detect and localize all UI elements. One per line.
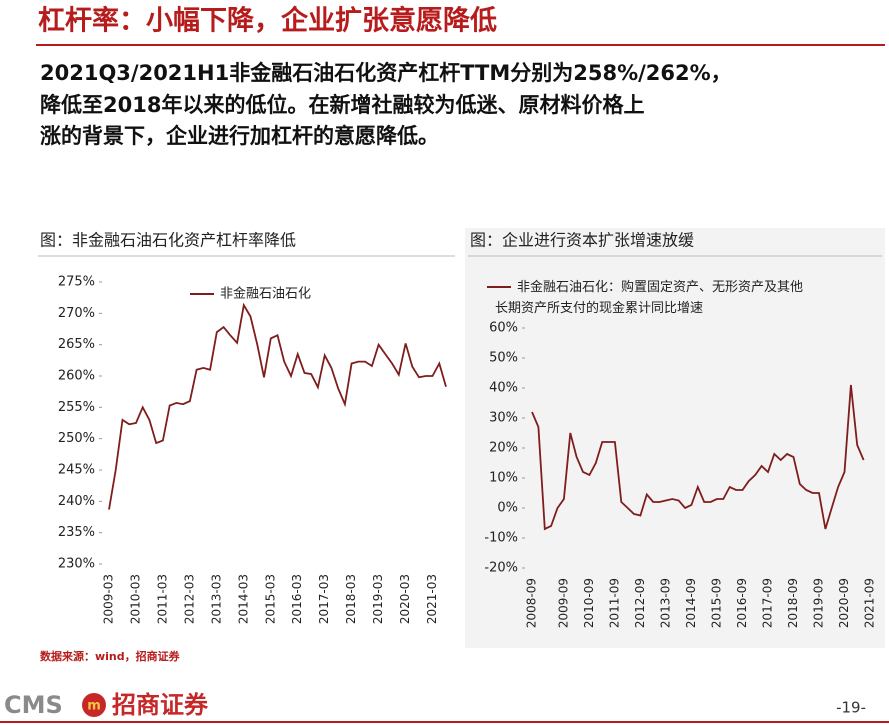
x-tick-label: 2018-03 bbox=[344, 574, 358, 624]
y-tick-label: 235% bbox=[58, 525, 95, 540]
x-tick-label: 2013-09 bbox=[658, 578, 672, 628]
x-tick-label: 2009-03 bbox=[102, 574, 116, 624]
x-tick-label: 2017-09 bbox=[760, 578, 774, 628]
x-tick-label: 2014-09 bbox=[684, 578, 698, 628]
y-tick-label: 245% bbox=[58, 463, 95, 478]
x-tick-label: 2015-09 bbox=[709, 578, 723, 628]
x-tick-label: 2020-03 bbox=[398, 574, 412, 624]
x-tick-label: 2013-03 bbox=[209, 574, 223, 624]
panel-background bbox=[465, 228, 885, 648]
x-tick-label: 2021-09 bbox=[863, 578, 877, 628]
y-tick-label: 270% bbox=[58, 306, 95, 321]
slide-title: 杠杆率：小幅下降，企业扩张意愿降低 bbox=[38, 5, 497, 37]
x-tick-label: 2011-03 bbox=[155, 574, 169, 624]
y-tick-label: 240% bbox=[58, 494, 95, 509]
series-line bbox=[531, 384, 865, 531]
y-tick-label: 265% bbox=[58, 337, 95, 352]
body-line: 降低至2018年以来的低位。在新增社融较为低迷、原材料价格上 bbox=[40, 93, 644, 117]
x-tick-label: 2012-03 bbox=[182, 574, 196, 624]
x-tick-label: 2017-03 bbox=[317, 574, 331, 624]
x-tick-label: 2015-03 bbox=[263, 574, 277, 624]
x-tick-label: 2020-09 bbox=[837, 578, 851, 628]
y-tick-label: 275% bbox=[58, 275, 95, 290]
y-tick-label: 40% bbox=[489, 381, 518, 396]
y-tick-label: 30% bbox=[489, 411, 518, 426]
logo-icon bbox=[82, 693, 106, 717]
x-tick-label: 2016-09 bbox=[735, 578, 749, 628]
y-tick-label: -20% bbox=[484, 561, 518, 576]
x-tick-label: 2011-09 bbox=[607, 578, 621, 628]
logo-icon-mark: m bbox=[87, 699, 101, 714]
x-tick-label: 2008-09 bbox=[525, 578, 539, 628]
x-tick-label: 2009-09 bbox=[556, 578, 570, 628]
x-tick-label: 2021-03 bbox=[425, 574, 439, 624]
x-tick-label: 2010-09 bbox=[582, 578, 596, 628]
y-tick-label: 250% bbox=[58, 431, 95, 446]
x-tick-label: 2019-09 bbox=[811, 578, 825, 628]
series-line bbox=[108, 302, 447, 510]
y-tick-label: 260% bbox=[58, 369, 95, 384]
y-tick-label: 20% bbox=[489, 441, 518, 456]
y-tick-label: 10% bbox=[489, 471, 518, 486]
y-tick-label: 0% bbox=[497, 501, 518, 516]
y-tick-label: 255% bbox=[58, 400, 95, 415]
page-number: -19- bbox=[836, 699, 866, 717]
y-tick-label: -10% bbox=[484, 531, 518, 546]
x-tick-label: 2016-03 bbox=[290, 574, 304, 624]
y-tick-label: 230% bbox=[58, 557, 95, 572]
x-tick-label: 2012-09 bbox=[633, 578, 647, 628]
legend-label: 非金融石油石化 bbox=[220, 286, 311, 302]
logo-text: 招商证券 bbox=[112, 691, 209, 719]
chart-title: 图：企业进行资本扩张增速放缓 bbox=[470, 231, 694, 250]
source: 数据来源：wind，招商证券 bbox=[40, 649, 181, 663]
y-tick-label: 50% bbox=[489, 351, 518, 366]
x-tick-label: 2010-03 bbox=[128, 574, 142, 624]
chart-title: 图：非金融石油石化资产杠杆率降低 bbox=[40, 231, 296, 250]
body-line: 涨的背景下，企业进行加杠杆的意愿降低。 bbox=[40, 124, 439, 148]
x-tick-label: 2018-09 bbox=[786, 578, 800, 628]
x-tick-label: 2019-03 bbox=[371, 574, 385, 624]
legend-label: 非金融石油石化：购置固定资产、无形资产及其他长期资产所支付的现金累计同比增速 bbox=[495, 279, 803, 316]
x-tick-label: 2014-03 bbox=[236, 574, 250, 624]
logo-text: CMS bbox=[4, 691, 63, 719]
y-tick-label: 60% bbox=[489, 321, 518, 336]
body-line: 2021Q3/2021H1非金融石油石化资产杠杆TTM分别为258%/262%， bbox=[40, 61, 732, 85]
